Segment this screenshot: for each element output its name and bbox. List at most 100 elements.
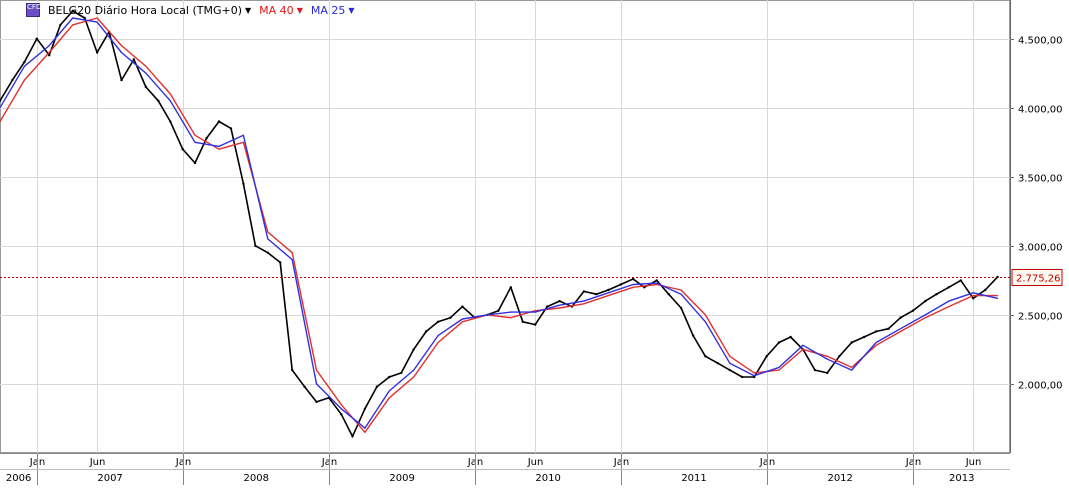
data-point-ma-25 (437, 335, 439, 337)
data-point-ma-25 (997, 297, 999, 299)
data-point-ma-40 (0, 120, 1, 123)
data-point-belg20 (534, 323, 537, 326)
data-point-belg20 (229, 127, 233, 130)
data-point-ma-25 (875, 341, 877, 344)
data-point-belg20 (850, 341, 853, 344)
data-point-belg20 (132, 58, 136, 61)
chart-legend: CFD BELG20 Diário Hora Local (TMG+0) ▼ M… (26, 3, 355, 17)
data-point-belg20 (23, 60, 26, 64)
data-point-belg20 (157, 99, 160, 103)
data-point-ma-40 (461, 321, 463, 323)
x-year-label: 2010 (535, 473, 560, 484)
data-point-belg20 (899, 316, 902, 319)
data-point-belg20 (862, 335, 866, 339)
instrument-selector[interactable]: BELG20 Diário Hora Local (TMG+0) ▼ (48, 4, 251, 17)
data-point-belg20 (59, 23, 62, 27)
data-point-ma-25 (802, 344, 804, 346)
data-point-ma-40 (23, 79, 25, 81)
data-point-belg20 (388, 375, 391, 379)
data-point-ma-40 (656, 283, 658, 286)
data-point-ma-25 (242, 134, 244, 136)
data-point-belg20 (242, 182, 245, 185)
x-month-label: Jun (89, 457, 106, 468)
data-point-ma-25 (23, 65, 25, 67)
plot-frame (0, 0, 1010, 453)
data-point-ma-40 (437, 341, 439, 344)
data-point-belg20 (303, 385, 306, 388)
data-point-belg20 (582, 290, 586, 293)
data-point-ma-40 (48, 51, 50, 54)
data-point-ma-40 (899, 330, 902, 333)
data-point-ma-25 (218, 145, 220, 147)
ma40-legend-item[interactable]: MA 40 ▼ (259, 4, 303, 17)
data-point-belg20 (667, 293, 670, 296)
data-point-belg20 (704, 355, 707, 358)
ma25-label: MA 25 (310, 3, 346, 17)
data-point-ma-25 (486, 314, 488, 316)
x-year-label: 2007 (97, 473, 122, 484)
series-line-ma-40 (0, 17, 998, 433)
chart-instrument-icon[interactable]: CFD (26, 3, 41, 17)
series-layer (0, 9, 1010, 438)
data-point-belg20 (924, 299, 927, 303)
data-point-ma-40 (924, 317, 926, 319)
data-point-ma-25 (534, 311, 536, 313)
data-point-belg20 (83, 16, 86, 20)
data-point-ma-40 (583, 303, 585, 305)
grid-layer (0, 0, 1010, 453)
data-point-ma-40 (851, 366, 853, 368)
data-point-ma-40 (632, 286, 634, 288)
data-point-belg20 (315, 400, 318, 404)
data-point-ma-40 (802, 348, 804, 350)
data-point-belg20 (449, 316, 452, 319)
data-point-belg20 (716, 362, 719, 365)
data-point-ma-40 (534, 310, 536, 312)
y-tick-label: 2.000,00 (1018, 381, 1063, 392)
data-point-belg20 (789, 335, 792, 339)
y-tick-label: 2.500,00 (1018, 312, 1063, 323)
instrument-label: BELG20 Diário Hora Local (TMG+0) (48, 3, 243, 17)
data-point-ma-25 (704, 321, 707, 323)
x-year-label: 2012 (827, 473, 852, 484)
data-point-belg20 (765, 355, 768, 358)
x-month-label: Jun (965, 457, 982, 468)
data-point-ma-25 (267, 238, 269, 240)
data-point-ma-40 (364, 431, 366, 433)
data-point-ma-40 (607, 295, 609, 297)
data-point-belg20 (95, 51, 99, 54)
data-point-ma-25 (778, 366, 780, 368)
y-tick-label: 3.500,00 (1018, 174, 1063, 185)
data-point-belg20 (887, 327, 890, 330)
data-point-ma-40 (510, 317, 512, 319)
data-point-ma-25 (120, 51, 123, 54)
data-point-belg20 (254, 244, 257, 247)
data-point-belg20 (959, 279, 962, 282)
data-point-ma-40 (948, 306, 950, 308)
chevron-down-icon: ▼ (245, 5, 252, 15)
data-point-ma-40 (145, 65, 147, 67)
data-point-ma-25 (656, 282, 658, 284)
data-point-belg20 (71, 9, 74, 13)
x-year-label: 2008 (243, 473, 268, 484)
data-point-belg20 (972, 297, 975, 300)
data-point-ma-40 (388, 397, 390, 399)
data-point-belg20 (497, 309, 500, 312)
data-point-ma-40 (559, 307, 561, 309)
data-point-belg20 (984, 288, 987, 292)
ma25-legend-item[interactable]: MA 25 ▼ (311, 4, 355, 17)
data-point-ma-25 (48, 45, 50, 47)
data-point-belg20 (838, 355, 841, 358)
ma40-label: MA 40 (259, 3, 294, 17)
data-point-belg20 (340, 413, 343, 416)
data-point-belg20 (826, 371, 829, 375)
data-point-belg20 (424, 330, 428, 333)
data-point-belg20 (996, 275, 999, 279)
data-point-belg20 (741, 375, 744, 379)
data-point-belg20 (777, 341, 781, 344)
data-point-belg20 (0, 99, 2, 102)
data-point-ma-25 (948, 300, 950, 302)
data-point-ma-40 (267, 231, 269, 233)
